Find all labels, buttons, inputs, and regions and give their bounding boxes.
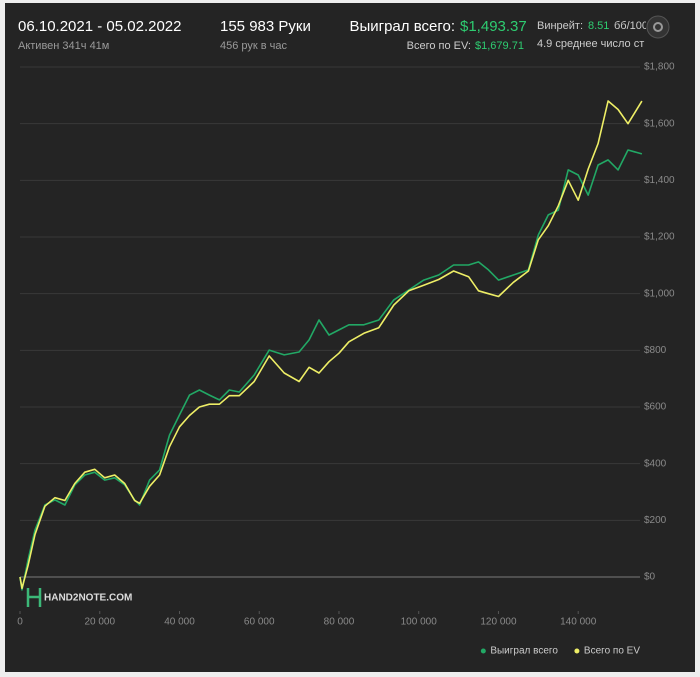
panel	[5, 3, 695, 672]
x-tick-label: 80 000	[324, 617, 355, 628]
y-tick-label: $200	[644, 515, 667, 526]
series-line	[19, 149, 643, 591]
y-tick-label: $800	[644, 345, 667, 356]
ev-label: Всего по EV:	[407, 40, 471, 52]
x-tick-label: 40 000	[164, 617, 195, 628]
avg-players: 4.9 среднее число ст	[537, 38, 644, 50]
y-tick-label: $1,600	[644, 118, 675, 129]
date-range: 06.10.2021 - 05.02.2022	[18, 18, 181, 35]
legend-swatch	[574, 648, 580, 654]
won-value: $1,493.37	[460, 18, 527, 35]
won-label: Выиграл всего:	[349, 18, 455, 35]
active-time: Активен 341ч 41м	[18, 40, 109, 52]
x-tick-label: 120 000	[480, 617, 517, 628]
settings-button[interactable]	[646, 15, 670, 39]
x-tick-label: 100 000	[401, 617, 438, 628]
legend-swatch	[480, 648, 486, 654]
x-tick-label: 140 000	[560, 617, 597, 628]
ev-value: $1,679.71	[475, 40, 524, 52]
winrate-label: Винрейт:	[537, 20, 583, 32]
y-tick-label: $1,400	[644, 175, 675, 186]
winrate-unit: бб/100	[614, 20, 648, 32]
hands: 155 983 Руки	[220, 18, 311, 35]
legend-label: Всего по EV	[584, 646, 640, 657]
x-tick-label: 0	[17, 617, 23, 628]
y-tick-label: $1,800	[644, 62, 675, 73]
series-line	[19, 100, 643, 590]
x-tick-label: 60 000	[244, 617, 275, 628]
y-tick-label: $0	[644, 572, 656, 583]
y-tick-label: $400	[644, 458, 667, 469]
hands-per-hour: 456 рук в час	[220, 40, 288, 52]
logo-icon	[26, 588, 42, 607]
x-tick-label: 20 000	[84, 617, 115, 628]
y-tick-label: $600	[644, 402, 667, 413]
legend-label: Выиграл всего	[490, 646, 558, 657]
y-tick-label: $1,000	[644, 288, 675, 299]
winrate-value: 8.51	[588, 20, 609, 32]
settings-icon	[653, 22, 663, 32]
logo-text: HAND2NOTE.COM	[44, 593, 132, 604]
logo: HAND2NOTE.COM	[26, 588, 132, 607]
y-tick-label: $1,200	[644, 232, 675, 243]
